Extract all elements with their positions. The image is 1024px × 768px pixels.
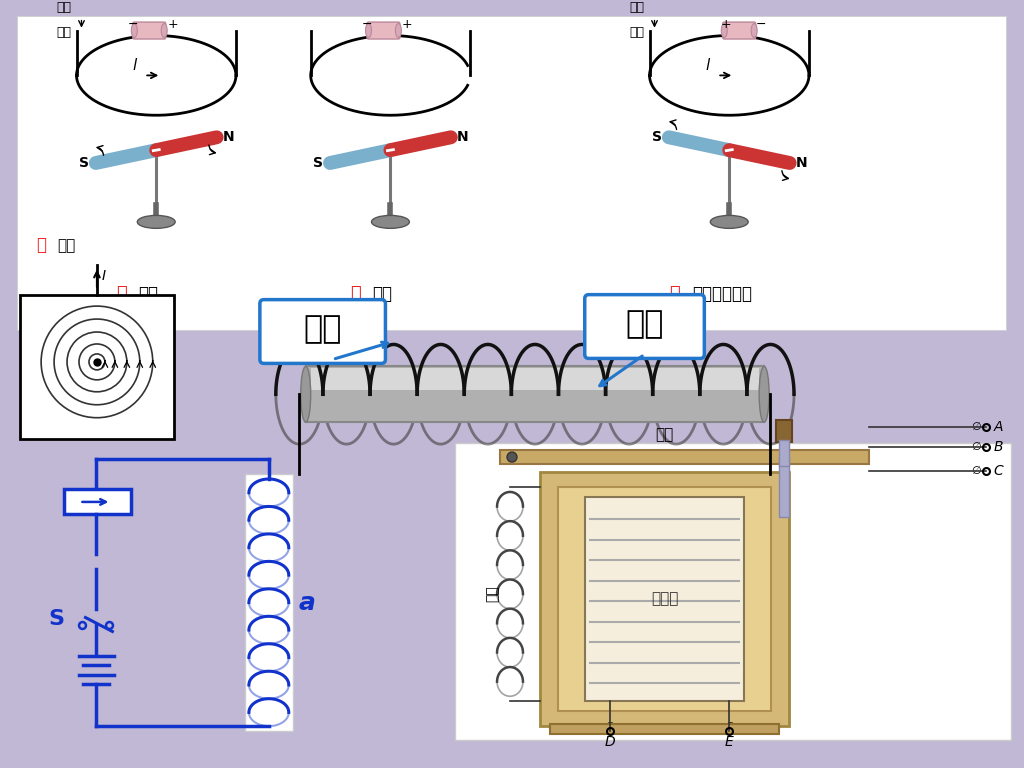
Bar <box>456 443 1012 740</box>
Text: l: l <box>706 58 710 73</box>
Text: A: A <box>993 420 1002 434</box>
Text: 丙: 丙 <box>669 285 680 303</box>
Text: 衡铁: 衡铁 <box>655 428 674 442</box>
Ellipse shape <box>372 215 410 228</box>
Ellipse shape <box>395 24 401 38</box>
Bar <box>776 420 792 442</box>
Text: a: a <box>299 591 315 614</box>
Text: l: l <box>132 58 136 73</box>
Text: −: − <box>361 18 372 31</box>
Text: N: N <box>223 131 234 144</box>
Text: 铁芯: 铁芯 <box>626 309 664 340</box>
FancyBboxPatch shape <box>585 295 705 359</box>
Text: D: D <box>604 735 615 749</box>
Text: N: N <box>457 131 469 144</box>
Text: S: S <box>313 156 323 170</box>
Text: −: − <box>756 18 767 31</box>
Text: 通电: 通电 <box>57 238 76 253</box>
Text: ∅: ∅ <box>972 466 981 476</box>
FancyBboxPatch shape <box>367 22 400 39</box>
Text: 断电: 断电 <box>373 285 392 303</box>
Text: 线圈: 线圈 <box>303 314 342 345</box>
Text: +: + <box>167 18 178 31</box>
Ellipse shape <box>131 24 137 38</box>
Text: 触接: 触接 <box>56 1 72 14</box>
Bar <box>779 440 790 466</box>
Text: 弹簧: 弹簧 <box>485 586 499 602</box>
Bar <box>779 457 790 517</box>
Text: 电磁铁: 电磁铁 <box>651 591 678 607</box>
Text: ∅: ∅ <box>972 422 981 432</box>
Text: S: S <box>652 131 662 144</box>
Ellipse shape <box>161 24 167 38</box>
Text: +: + <box>720 18 731 31</box>
Bar <box>310 369 759 390</box>
Circle shape <box>507 452 517 462</box>
Bar <box>540 472 790 727</box>
FancyBboxPatch shape <box>16 15 1007 329</box>
Ellipse shape <box>366 24 372 38</box>
Ellipse shape <box>752 24 757 38</box>
Ellipse shape <box>711 215 749 228</box>
Text: E: E <box>725 735 733 749</box>
Bar <box>558 487 771 711</box>
Bar <box>585 497 744 701</box>
Text: ∅: ∅ <box>972 442 981 452</box>
FancyBboxPatch shape <box>133 22 166 39</box>
Text: −: − <box>127 18 138 31</box>
FancyBboxPatch shape <box>260 300 385 363</box>
Bar <box>63 489 131 514</box>
Ellipse shape <box>301 366 310 422</box>
Text: 甲: 甲 <box>116 285 127 303</box>
Text: S: S <box>79 156 89 170</box>
Text: 通电: 通电 <box>138 285 159 303</box>
Bar <box>245 474 293 731</box>
Bar <box>306 366 764 422</box>
Text: I: I <box>102 269 106 283</box>
Text: 触接: 触接 <box>630 25 644 38</box>
Text: S: S <box>48 610 65 630</box>
Text: B: B <box>993 440 1002 454</box>
Text: C: C <box>993 464 1004 478</box>
Text: ∅: ∅ <box>725 721 733 731</box>
FancyBboxPatch shape <box>723 22 756 39</box>
Text: 触接: 触接 <box>56 25 72 38</box>
Bar <box>550 724 779 734</box>
Ellipse shape <box>721 24 727 38</box>
Text: 甲: 甲 <box>37 236 47 253</box>
Bar <box>19 295 174 439</box>
Text: ∅: ∅ <box>605 721 614 731</box>
Text: 乙: 乙 <box>350 285 360 303</box>
Text: +: + <box>401 18 412 31</box>
Ellipse shape <box>759 366 769 422</box>
Bar <box>500 450 868 464</box>
Text: 触接: 触接 <box>630 1 644 14</box>
Text: 改变电流方向: 改变电流方向 <box>692 285 753 303</box>
Text: N: N <box>796 156 808 170</box>
Ellipse shape <box>137 215 175 228</box>
